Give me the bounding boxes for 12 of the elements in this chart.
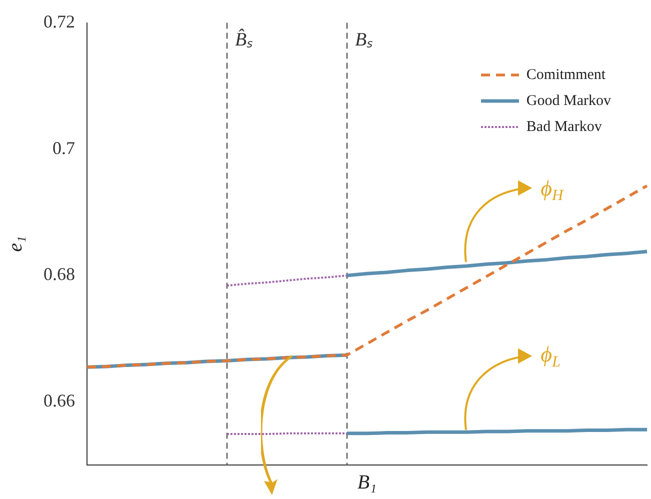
- y-tick-label: 0.7: [52, 138, 75, 158]
- legend-label: Bad Markov: [526, 118, 602, 136]
- y-axis-title: e₁: [4, 236, 26, 252]
- line-series: [226, 274, 348, 287]
- y-tick-label: 0.66: [44, 390, 75, 411]
- legend-label: Comitmment: [526, 66, 606, 84]
- annotation: Bₛ: [355, 29, 374, 50]
- legend-label: Good Markov: [526, 92, 611, 110]
- x-axis-title: B₁: [357, 471, 377, 494]
- y-tick-label: 0.72: [44, 12, 75, 32]
- annotation: B̂ₛ: [235, 28, 254, 50]
- y-tick-label: 0.68: [44, 264, 75, 284]
